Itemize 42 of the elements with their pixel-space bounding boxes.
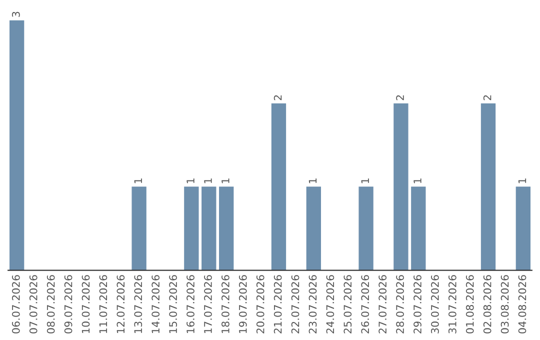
x-tick-label: 21.07.2026: [274, 275, 282, 334]
x-tick-label: 28.07.2026: [396, 275, 404, 334]
data-label: 1: [204, 178, 212, 184]
x-tick-label: 26.07.2026: [361, 275, 370, 334]
data-label: 1: [361, 178, 369, 184]
x-tick-label: 06.07.2026: [12, 275, 20, 334]
data-label: 1: [186, 178, 194, 184]
x-tick-label: 19.07.2026: [238, 275, 247, 333]
data-label: 2: [396, 95, 404, 100]
x-tick-label: 29.07.2026: [414, 275, 422, 334]
x-tick-label: 15.07.2026: [169, 275, 177, 333]
x-tick-label: 18.07.2026: [221, 275, 230, 333]
x-tick-label: 31.07.2026: [448, 275, 456, 334]
x-tick-label: 10.07.2026: [82, 275, 90, 333]
x-tick-label: 20.07.2026: [256, 275, 264, 334]
x-tick-label: 01.08.2026: [466, 275, 474, 334]
x-tick-label: 16.07.2026: [186, 275, 194, 333]
data-label: 1: [134, 178, 142, 184]
data-label: 2: [483, 95, 492, 100]
data-label: 2: [274, 95, 282, 100]
data-label: 1: [414, 178, 422, 184]
x-tick-label: 03.08.2026: [500, 275, 509, 334]
x-tick-label: 13.07.2026: [134, 275, 142, 333]
x-tick-label: 12.07.2026: [116, 275, 125, 333]
x-tick-label: 30.07.2026: [431, 275, 439, 334]
x-tick-label: 11.07.2026: [99, 275, 108, 333]
x-tick-label: 22.07.2026: [291, 275, 300, 334]
x-tick-label: 07.07.2026: [29, 275, 38, 334]
data-label: 1: [308, 178, 317, 184]
x-tick-label: 02.08.2026: [483, 275, 492, 334]
x-tick-label: 27.07.2026: [378, 275, 387, 334]
data-label: 3: [12, 12, 20, 17]
x-tick-label: 04.08.2026: [518, 275, 526, 334]
data-label: 1: [222, 178, 230, 184]
data-label: 1: [518, 178, 526, 184]
x-tick-label: 14.07.2026: [152, 275, 160, 333]
x-tick-label: 25.07.2026: [344, 275, 352, 334]
x-tick-label: 24.07.2026: [326, 275, 334, 334]
x-tick-label: 23.07.2026: [308, 275, 317, 334]
x-tick-label: 08.07.2026: [46, 275, 55, 334]
x-tick-label: 17.07.2026: [204, 275, 212, 333]
x-tick-label: 09.07.2026: [64, 275, 72, 334]
